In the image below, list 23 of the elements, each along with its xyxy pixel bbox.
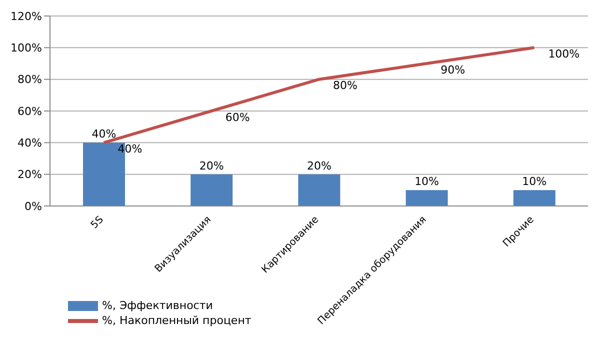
data-label: 20% — [199, 159, 224, 172]
bar — [190, 174, 233, 206]
data-label: 80% — [333, 79, 358, 92]
y-tick-label: 20% — [18, 168, 42, 182]
y-tick-label: 0% — [24, 200, 42, 213]
data-label: 90% — [440, 63, 466, 76]
y-tick-label: 60% — [18, 104, 42, 118]
data-label: 100% — [548, 48, 580, 61]
bar — [298, 174, 340, 206]
y-tick-label: 100% — [10, 42, 42, 55]
y-tick-label: 80% — [18, 73, 42, 86]
data-label: 40% — [92, 128, 116, 141]
legend-label: %, Накопленный процент — [102, 314, 252, 327]
bar — [513, 190, 556, 206]
data-label: 10% — [414, 175, 440, 188]
y-tick-label: 120% — [10, 10, 42, 23]
bar — [406, 190, 448, 206]
x-tick-label: 5S — [89, 214, 106, 232]
legend-label: %, Эффективности — [102, 299, 213, 312]
data-label: 20% — [306, 159, 332, 172]
data-label: 10% — [522, 175, 547, 188]
y-tick-label: 40% — [18, 136, 42, 150]
data-label: 60% — [225, 110, 250, 124]
